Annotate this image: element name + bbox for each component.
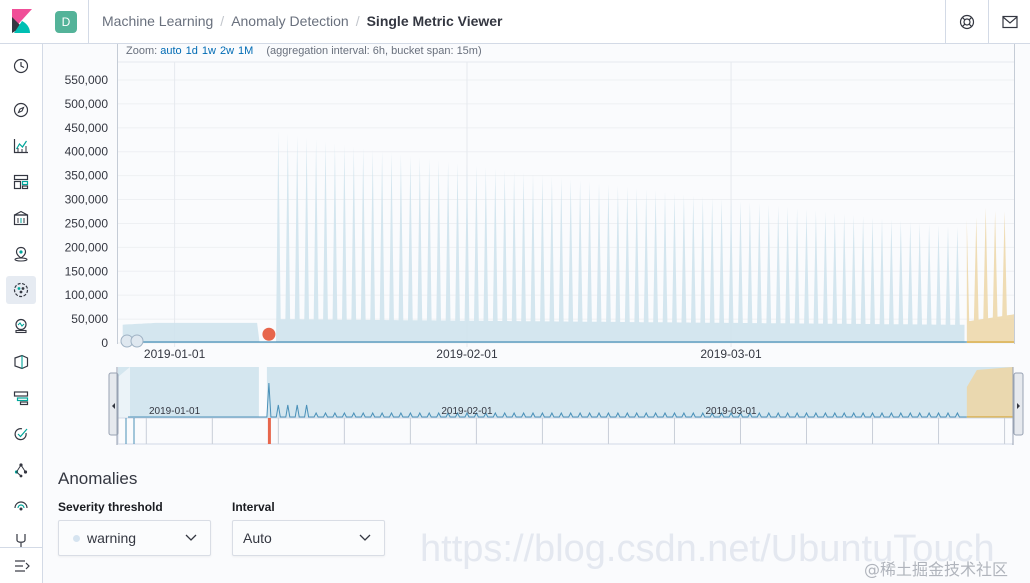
x-tick-label: 2019-01-01 [144,347,206,361]
y-tick-label: 250,000 [65,216,109,230]
brush-handle-right[interactable] [1014,373,1023,435]
y-tick-label: 550,000 [65,73,109,87]
context-gap [259,367,267,418]
model-bounds-area [123,131,965,343]
interval-select[interactable]: Auto [232,520,385,556]
y-tick-label: 0 [101,336,108,350]
x-tick-label: 2019-03-01 [700,347,762,361]
context-x-tick-label: 2019-03-01 [705,406,757,417]
context-anomaly-marker [268,418,271,444]
context-x-tick-label: 2019-02-01 [441,406,493,417]
severity-threshold-select[interactable]: warning [58,520,211,556]
y-tick-label: 450,000 [65,121,109,135]
y-tick-label: 150,000 [65,264,109,278]
severity-threshold-value: warning [87,530,136,546]
severity-threshold-label: Severity threshold [58,500,163,514]
y-tick-label: 300,000 [65,193,109,207]
context-x-tick-label: 2019-01-01 [149,406,201,417]
zoom-1w-link[interactable]: 1w [202,45,216,57]
context-tick-band [118,418,1013,444]
zoom-controls: Zoom: auto 1d 1w 2w 1M (aggregation interval… [126,45,482,57]
zoom-1m-link[interactable]: 1M [238,45,253,57]
y-tick-label: 500,000 [65,97,109,111]
y-tick-label: 400,000 [65,145,109,159]
y-tick-label: 100,000 [65,288,109,302]
aggregation-info: (aggregation interval: 6h, bucket span: … [266,45,481,57]
watermark-community: @稀土掘金技术社区 [864,556,1008,580]
zoom-auto-link[interactable]: auto [160,45,181,57]
zoom-1d-link[interactable]: 1d [186,45,198,57]
anomalies-heading: Anomalies [58,469,137,489]
context-bounds-area [118,367,1013,418]
zoom-2w-link[interactable]: 2w [220,45,234,57]
zoom-label: Zoom: [126,45,157,57]
interval-label: Interval [232,500,275,514]
chevron-down-icon [184,532,198,544]
x-tick-label: 2019-02-01 [436,347,498,361]
forecast-area [967,208,1014,343]
severity-dot-icon [73,535,80,542]
chevron-down-icon [358,532,372,544]
anomaly-marker [262,328,275,341]
y-tick-label: 50,000 [71,312,108,326]
data-start-marker [131,335,143,347]
interval-value: Auto [243,530,272,546]
y-tick-label: 200,000 [65,240,109,254]
y-tick-label: 350,000 [65,169,109,183]
